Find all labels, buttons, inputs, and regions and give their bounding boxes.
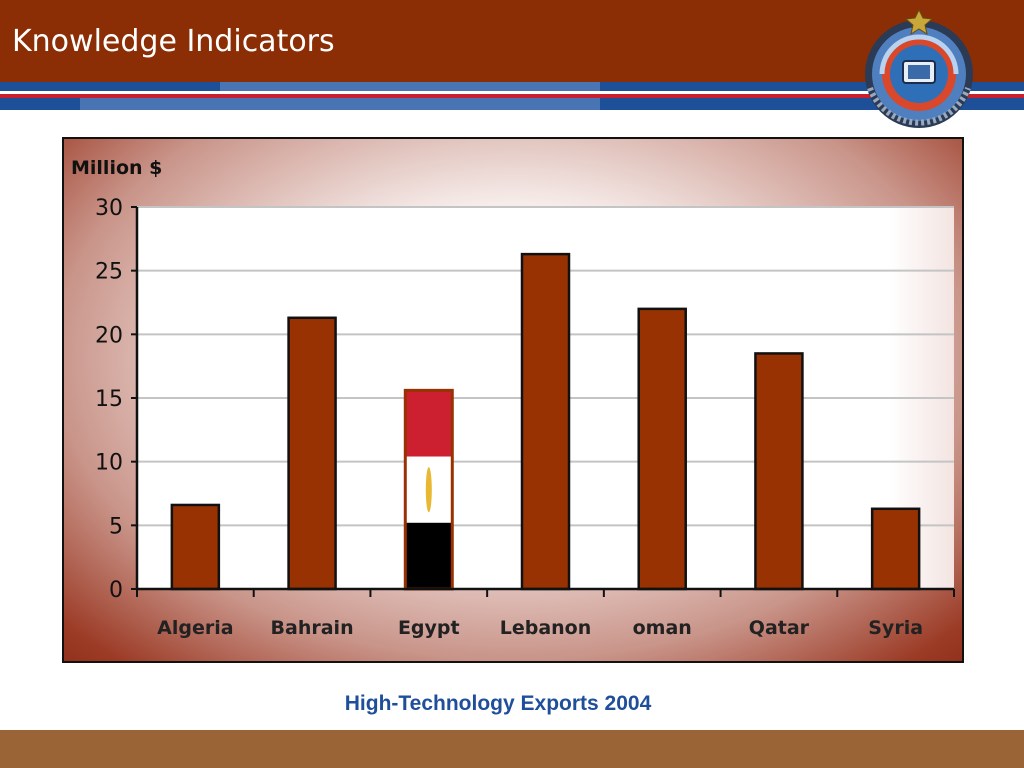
bar-oman <box>637 307 687 591</box>
y-tick-label: 15 <box>95 387 123 412</box>
axes <box>131 206 955 597</box>
flag-red-band <box>405 390 453 457</box>
bar-syria <box>870 507 921 591</box>
slide-title: Knowledge Indicators <box>12 24 335 59</box>
bar-lebanon <box>520 252 571 591</box>
flag-eagle-emblem <box>425 467 432 513</box>
bar-egypt-flag <box>403 388 454 591</box>
flag-black-band <box>405 522 453 589</box>
y-tick-labels: 0 5 10 15 20 25 30 <box>95 196 123 603</box>
y-tick-label: 20 <box>95 323 123 348</box>
x-tick-label: Syria <box>868 617 923 639</box>
y-tick-label: 5 <box>109 514 123 539</box>
y-axis-label: Million $ <box>71 157 162 179</box>
y-tick-label: 0 <box>109 578 123 603</box>
bar-qatar <box>754 352 804 591</box>
header-bar: Knowledge Indicators <box>0 0 1024 82</box>
bars <box>170 252 921 591</box>
x-tick-label: Bahrain <box>271 617 354 639</box>
chart-panel: Million $ 0 5 10 15 20 25 30 Algeria Bahrain Egy… <box>62 137 964 663</box>
header-stripes <box>0 82 1024 110</box>
footer-bar <box>0 730 1024 768</box>
y-tick-label: 30 <box>95 196 123 221</box>
chart-caption: High-Technology Exports 2004 <box>344 692 652 715</box>
bar-chart: Million $ 0 5 10 15 20 25 30 Algeria Bahrain Egy… <box>71 157 955 639</box>
x-tick-label: oman <box>633 617 692 639</box>
x-tick-label: Qatar <box>749 617 810 639</box>
emblem-logo <box>865 8 973 128</box>
x-tick-label: Lebanon <box>500 617 592 639</box>
bar-algeria <box>170 503 221 591</box>
y-tick-label: 10 <box>95 451 123 476</box>
y-tick-label: 25 <box>95 260 123 285</box>
x-tick-labels: Algeria Bahrain Egypt Lebanon oman Qatar Syria <box>157 617 923 639</box>
bar-bahrain <box>287 316 337 591</box>
x-tick-label: Algeria <box>157 617 233 639</box>
x-tick-label: Egypt <box>398 617 460 639</box>
